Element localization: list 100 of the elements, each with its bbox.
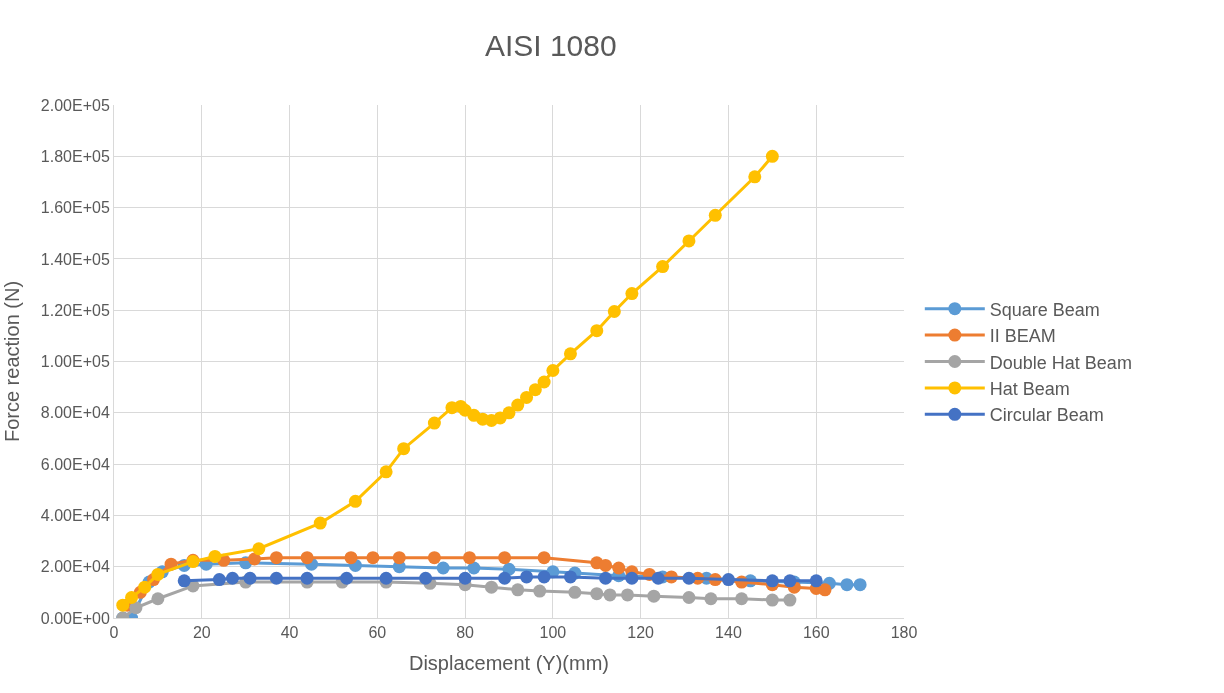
- x-tick-label: 120: [627, 624, 655, 642]
- x-tick-label: 0: [109, 624, 119, 642]
- point: [269, 551, 283, 565]
- point: [247, 552, 261, 566]
- point: [498, 571, 512, 585]
- point: [520, 570, 534, 584]
- point: [840, 578, 854, 592]
- point: [129, 601, 143, 615]
- y-tick-label: 1.40E+05: [40, 250, 110, 268]
- point: [498, 551, 512, 565]
- point: [177, 574, 191, 588]
- x-tick-label: 160: [802, 624, 830, 642]
- point: [607, 304, 621, 318]
- point: [208, 549, 222, 563]
- point: [243, 571, 257, 585]
- point: [765, 593, 779, 607]
- point: [419, 571, 433, 585]
- point: [528, 383, 542, 397]
- point: [520, 390, 534, 404]
- point: [682, 590, 696, 604]
- point: [116, 598, 130, 612]
- y-tick-label: 0.00E+00: [40, 609, 110, 627]
- x-tick-label: 80: [456, 624, 475, 642]
- point: [269, 571, 283, 585]
- point: [537, 551, 551, 565]
- point: [392, 551, 406, 565]
- point: [252, 542, 266, 556]
- point: [656, 260, 670, 274]
- point: [647, 589, 661, 603]
- point: [809, 574, 823, 588]
- point: [484, 580, 498, 594]
- y-tick-label: 1.20E+05: [40, 301, 110, 319]
- y-tick-label: 1.60E+05: [40, 199, 110, 217]
- point: [458, 571, 472, 585]
- point: [502, 406, 516, 420]
- point: [682, 571, 696, 585]
- point: [765, 574, 779, 588]
- point: [379, 571, 393, 585]
- point: [511, 583, 525, 597]
- x-axis-title: Displacement (Y)(mm): [408, 651, 610, 674]
- point: [603, 588, 617, 602]
- x-tick-label: 140: [715, 624, 742, 642]
- x-tick-label: 20: [192, 624, 211, 642]
- y-tick-label: 2.00E+04: [40, 558, 110, 576]
- point: [226, 571, 239, 585]
- point: [568, 585, 582, 599]
- point: [651, 571, 665, 585]
- point: [590, 587, 604, 601]
- y-tick-label: 6.00E+04: [40, 455, 110, 473]
- point: [612, 561, 626, 575]
- x-tick-label: 40: [280, 624, 299, 642]
- point: [625, 287, 639, 301]
- point: [599, 558, 613, 572]
- y-tick-label: 4.00E+04: [40, 507, 110, 524]
- point: [366, 551, 380, 565]
- point: [348, 494, 362, 508]
- point: [427, 416, 441, 430]
- point: [151, 567, 165, 581]
- y-axis-title: Force reaction (N): [1, 280, 24, 443]
- point: [463, 551, 476, 565]
- point: [537, 570, 551, 584]
- point: [436, 561, 450, 575]
- point: [340, 571, 354, 585]
- point: [300, 571, 314, 585]
- point: [125, 590, 139, 604]
- y-tick-label: 1.00E+05: [40, 353, 110, 371]
- legend-label: Square Beam: [989, 299, 1100, 320]
- point: [818, 583, 832, 597]
- legend-label: II BEAM: [989, 326, 1056, 347]
- point: [708, 208, 722, 222]
- x-tick-label: 180: [890, 624, 918, 642]
- x-tick-label: 100: [539, 624, 567, 642]
- point: [138, 580, 152, 594]
- legend-label: Hat Beam: [989, 378, 1070, 399]
- point: [682, 234, 696, 248]
- point: [748, 170, 762, 184]
- y-tick-label: 2.00E+05: [40, 96, 110, 114]
- point: [625, 571, 639, 585]
- point: [563, 347, 577, 361]
- point: [344, 551, 358, 565]
- point: [563, 570, 577, 584]
- point: [397, 442, 411, 456]
- x-tick-label: 60: [368, 624, 387, 642]
- point: [427, 551, 441, 565]
- point: [546, 363, 560, 377]
- point: [379, 465, 393, 479]
- point: [735, 592, 749, 606]
- point: [537, 375, 551, 389]
- point: [590, 324, 604, 338]
- y-tick-label: 8.00E+04: [40, 404, 110, 422]
- point: [467, 561, 481, 575]
- point: [599, 571, 613, 585]
- y-tick-label: 1.80E+05: [40, 147, 110, 165]
- point: [533, 584, 547, 598]
- point: [853, 578, 867, 592]
- point: [313, 516, 327, 530]
- legend-label: Circular Beam: [989, 405, 1104, 426]
- point: [765, 149, 779, 163]
- point: [783, 593, 797, 607]
- point: [212, 573, 226, 587]
